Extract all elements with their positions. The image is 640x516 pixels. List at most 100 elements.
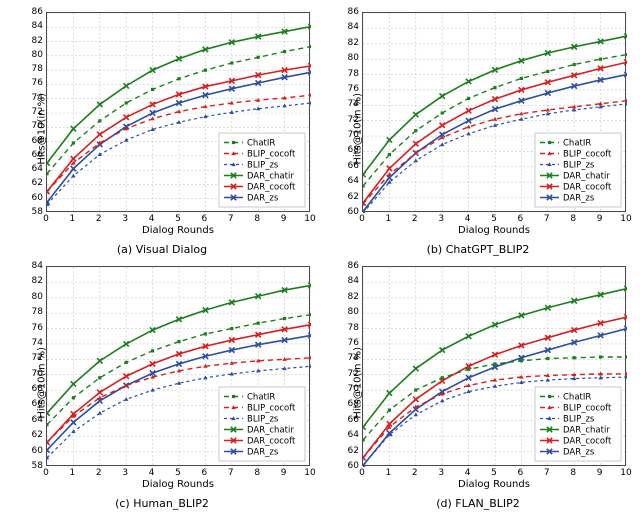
y-tick-label: 86 <box>335 7 359 17</box>
panel-c: Hits@10(in %)ChatIRBLIP_cocoftBLIP_zsDAR… <box>4 258 320 512</box>
series-marker-ChatIR <box>47 423 49 426</box>
chart-svg: ChatIRBLIP_cocoftBLIP_zsDAR_chatirDAR_co… <box>363 267 627 467</box>
y-tick-label: 64 <box>19 415 43 425</box>
series-marker-ChatIR <box>414 388 417 391</box>
series-marker-BLIP_zs <box>414 158 418 162</box>
x-tick-label: 10 <box>620 214 631 224</box>
y-tick-label: 74 <box>19 338 43 348</box>
series-marker-ChatIR <box>72 141 75 144</box>
y-tick-label: 72 <box>335 369 359 379</box>
series-marker-ChatIR <box>151 88 154 91</box>
x-tick-label: 7 <box>228 468 234 478</box>
series-marker-ChatIR <box>204 332 207 335</box>
y-tick-label: 60 <box>335 207 359 217</box>
series-marker-ChatIR <box>625 53 627 56</box>
x-tick-label: 9 <box>281 214 287 224</box>
series-marker-BLIP_cocoft <box>493 117 497 121</box>
y-tick-label: 80 <box>335 307 359 317</box>
legend-label-DAR_zs: DAR_zs <box>563 194 595 204</box>
legend-label-DAR_cocoft: DAR_cocoft <box>563 437 612 447</box>
x-tick-label: 7 <box>544 214 550 224</box>
series-marker-ChatIR <box>625 355 627 358</box>
y-tick-label: 70 <box>335 130 359 140</box>
y-tick-label: 82 <box>19 276 43 286</box>
x-tick-label: 10 <box>304 468 315 478</box>
figure-grid: Hits@10(in %)ChatIRBLIP_cocoftBLIP_zsDAR… <box>0 0 640 516</box>
legend-label-ChatIR: ChatIR <box>563 139 591 149</box>
legend-label-BLIP_cocoft: BLIP_cocoft <box>563 404 612 414</box>
series-marker-ChatIR <box>467 368 470 371</box>
plot-area: ChatIRBLIP_cocoftBLIP_zsDAR_chatirDAR_co… <box>362 12 626 212</box>
series-marker-DAR_cocoft <box>413 397 418 402</box>
y-tick-label: 64 <box>19 164 43 174</box>
series-marker-ChatIR <box>151 349 154 352</box>
x-tick-label: 6 <box>202 214 208 224</box>
x-tick-label: 3 <box>122 214 128 224</box>
y-tick-label: 86 <box>19 7 43 17</box>
series-marker-BLIP_zs <box>519 117 523 121</box>
y-tick-label: 84 <box>335 276 359 286</box>
y-tick-label: 76 <box>19 323 43 333</box>
y-tick-label: 60 <box>19 446 43 456</box>
x-axis-label: Dialog Rounds <box>362 225 626 236</box>
y-tick-label: 58 <box>19 207 43 217</box>
x-axis-label: Dialog Rounds <box>362 479 626 490</box>
y-tick-label: 60 <box>19 193 43 203</box>
series-marker-BLIP_zs <box>124 397 128 401</box>
series-marker-DAR_chatir <box>47 160 50 165</box>
x-tick-label: 1 <box>386 214 392 224</box>
y-tick-label: 84 <box>335 22 359 32</box>
y-tick-label: 84 <box>19 261 43 271</box>
x-tick-label: 2 <box>96 468 102 478</box>
series-marker-ChatIR <box>441 376 444 379</box>
x-tick-label: 7 <box>544 468 550 478</box>
series-marker-ChatIR <box>414 129 417 132</box>
x-tick-label: 10 <box>620 468 631 478</box>
plot-area: ChatIRBLIP_cocoftBLIP_zsDAR_chatirDAR_co… <box>362 266 626 466</box>
series-marker-BLIP_cocoft <box>466 125 470 129</box>
series-marker-DAR_cocoft <box>71 156 76 161</box>
series-marker-DAR_chatir <box>71 381 76 386</box>
series-marker-DAR_chatir <box>47 410 50 415</box>
x-tick-label: 1 <box>70 468 76 478</box>
x-tick-label: 8 <box>570 214 576 224</box>
series-marker-ChatIR <box>573 63 576 66</box>
y-tick-label: 60 <box>335 461 359 471</box>
y-tick-label: 66 <box>19 399 43 409</box>
x-tick-label: 0 <box>43 214 49 224</box>
x-tick-label: 8 <box>254 468 260 478</box>
y-tick-label: 66 <box>19 150 43 160</box>
y-tick-label: 78 <box>19 307 43 317</box>
y-tick-label: 68 <box>335 145 359 155</box>
chart-svg: ChatIRBLIP_cocoftBLIP_zsDAR_chatirDAR_co… <box>47 267 311 467</box>
legend-label-DAR_zs: DAR_zs <box>247 448 279 458</box>
series-marker-BLIP_cocoft <box>466 383 470 387</box>
legend: ChatIRBLIP_cocoftBLIP_zsDAR_chatirDAR_co… <box>219 133 305 207</box>
x-tick-label: 5 <box>175 214 181 224</box>
series-marker-ChatIR <box>599 58 602 61</box>
series-marker-DAR_chatir <box>363 424 366 429</box>
series-marker-ChatIR <box>363 438 365 441</box>
series-marker-BLIP_cocoft <box>309 356 311 360</box>
series-marker-BLIP_zs <box>177 120 181 124</box>
x-tick-label: 6 <box>518 214 524 224</box>
series-marker-ChatIR <box>283 50 286 53</box>
y-tick-label: 78 <box>335 69 359 79</box>
y-tick-label: 74 <box>335 353 359 363</box>
series-marker-ChatIR <box>125 361 128 364</box>
series-marker-ChatIR <box>230 327 233 330</box>
panel-caption: (a) Visual Dialog <box>4 243 320 256</box>
series-marker-BLIP_zs <box>466 132 470 136</box>
series-marker-BLIP_cocoft <box>519 112 523 116</box>
y-tick-label: 62 <box>335 446 359 456</box>
series-marker-DAR_cocoft <box>124 115 129 120</box>
series-marker-ChatIR <box>546 70 549 73</box>
y-tick-label: 58 <box>19 461 43 471</box>
legend-label-BLIP_cocoft: BLIP_cocoft <box>563 150 612 160</box>
series-marker-BLIP_zs <box>440 399 444 403</box>
y-tick-label: 70 <box>19 369 43 379</box>
series-marker-DAR_cocoft <box>97 132 102 137</box>
series-marker-ChatIR <box>98 119 101 122</box>
y-tick-label: 80 <box>19 50 43 60</box>
legend-label-ChatIR: ChatIR <box>563 393 591 403</box>
